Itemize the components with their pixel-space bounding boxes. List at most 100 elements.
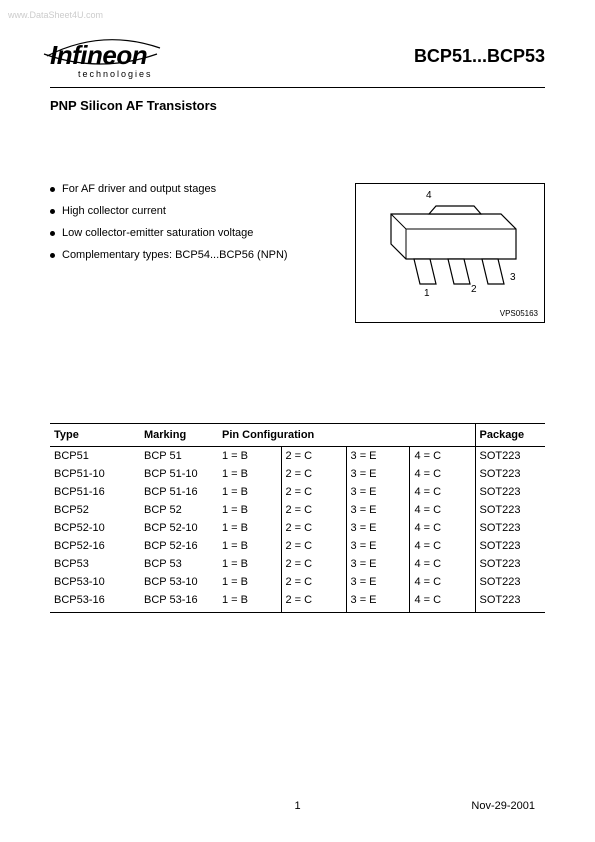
cell-pin2: 2 = C [281, 447, 346, 466]
pin-label-3: 3 [510, 272, 516, 283]
cell-marking: BCP 51 [140, 447, 218, 466]
cell-pin2: 2 = C [281, 519, 346, 537]
cell-pin2: 2 = C [281, 573, 346, 591]
feature-item: Low collector-emitter saturation voltage [50, 227, 288, 239]
table-row: BCP51-10BCP 51-101 = B2 = C3 = E4 = CSOT… [50, 465, 545, 483]
cell-type: BCP52 [50, 501, 140, 519]
cell-type: BCP51-16 [50, 483, 140, 501]
pin-table: Type Marking Pin Configuration Package B… [50, 423, 545, 613]
cell-pin4: 4 = C [410, 465, 475, 483]
table-row: BCP51-16BCP 51-161 = B2 = C3 = E4 = CSOT… [50, 483, 545, 501]
cell-pin1: 1 = B [218, 537, 281, 555]
cell-pin1: 1 = B [218, 483, 281, 501]
cell-package: SOT223 [475, 573, 545, 591]
cell-pin3: 3 = E [346, 501, 410, 519]
package-code: VPS05163 [500, 309, 538, 318]
cell-marking: BCP 52-16 [140, 537, 218, 555]
cell-marking: BCP 53-16 [140, 591, 218, 613]
cell-pin1: 1 = B [218, 519, 281, 537]
footer-date: Nov-29-2001 [471, 800, 535, 812]
pin-label-1: 1 [424, 288, 430, 299]
cell-marking: BCP 51-10 [140, 465, 218, 483]
cell-pin1: 1 = B [218, 447, 281, 466]
features-list: For AF driver and output stages High col… [50, 183, 288, 323]
cell-package: SOT223 [475, 483, 545, 501]
logo: Infineon technologies [50, 40, 153, 79]
table-row: BCP53BCP 531 = B2 = C3 = E4 = CSOT223 [50, 555, 545, 573]
table-row: BCP53-16BCP 53-161 = B2 = C3 = E4 = CSOT… [50, 591, 545, 613]
th-marking: Marking [140, 424, 218, 447]
cell-marking: BCP 52 [140, 501, 218, 519]
table-row: BCP53-10BCP 53-101 = B2 = C3 = E4 = CSOT… [50, 573, 545, 591]
package-drawing: 4 1 2 3 VPS05163 [355, 183, 545, 323]
cell-pin3: 3 = E [346, 537, 410, 555]
cell-package: SOT223 [475, 555, 545, 573]
cell-pin1: 1 = B [218, 465, 281, 483]
cell-marking: BCP 51-16 [140, 483, 218, 501]
cell-pin3: 3 = E [346, 447, 410, 466]
th-pinconfig: Pin Configuration [218, 424, 475, 447]
mid-section: For AF driver and output stages High col… [50, 183, 545, 323]
cell-type: BCP51 [50, 447, 140, 466]
cell-marking: BCP 53 [140, 555, 218, 573]
cell-pin3: 3 = E [346, 483, 410, 501]
header: Infineon technologies BCP51...BCP53 [50, 40, 545, 88]
page-number: 1 [294, 800, 300, 812]
logo-name: Infineon [50, 40, 153, 71]
pin-label-2: 2 [471, 284, 477, 295]
cell-package: SOT223 [475, 447, 545, 466]
cell-pin3: 3 = E [346, 519, 410, 537]
cell-pin2: 2 = C [281, 591, 346, 613]
pin-label-4: 4 [426, 190, 432, 201]
cell-pin2: 2 = C [281, 501, 346, 519]
cell-pin4: 4 = C [410, 591, 475, 613]
cell-pin3: 3 = E [346, 591, 410, 613]
feature-item: High collector current [50, 205, 288, 217]
cell-type: BCP52-16 [50, 537, 140, 555]
cell-type: BCP53-10 [50, 573, 140, 591]
cell-marking: BCP 52-10 [140, 519, 218, 537]
cell-type: BCP52-10 [50, 519, 140, 537]
cell-package: SOT223 [475, 501, 545, 519]
cell-pin3: 3 = E [346, 573, 410, 591]
table-row: BCP51BCP 511 = B2 = C3 = E4 = CSOT223 [50, 447, 545, 466]
cell-pin1: 1 = B [218, 591, 281, 613]
cell-pin4: 4 = C [410, 519, 475, 537]
feature-item: For AF driver and output stages [50, 183, 288, 195]
cell-pin4: 4 = C [410, 555, 475, 573]
table-body: BCP51BCP 511 = B2 = C3 = E4 = CSOT223BCP… [50, 447, 545, 613]
table-row: BCP52-10BCP 52-101 = B2 = C3 = E4 = CSOT… [50, 519, 545, 537]
cell-package: SOT223 [475, 537, 545, 555]
package-icon [356, 184, 546, 324]
cell-type: BCP53 [50, 555, 140, 573]
cell-pin1: 1 = B [218, 573, 281, 591]
logo-swoosh-icon [42, 34, 162, 70]
watermark-text: www.DataSheet4U.com [8, 10, 103, 20]
part-title: BCP51...BCP53 [414, 46, 545, 67]
cell-pin1: 1 = B [218, 555, 281, 573]
cell-pin4: 4 = C [410, 537, 475, 555]
cell-pin2: 2 = C [281, 465, 346, 483]
th-package: Package [475, 424, 545, 447]
cell-pin2: 2 = C [281, 555, 346, 573]
cell-pin4: 4 = C [410, 447, 475, 466]
feature-item: Complementary types: BCP54...BCP56 (NPN) [50, 249, 288, 261]
cell-type: BCP51-10 [50, 465, 140, 483]
footer: 1 Nov-29-2001 [0, 800, 595, 812]
cell-pin4: 4 = C [410, 483, 475, 501]
th-type: Type [50, 424, 140, 447]
cell-pin1: 1 = B [218, 501, 281, 519]
cell-pin4: 4 = C [410, 501, 475, 519]
cell-package: SOT223 [475, 519, 545, 537]
cell-marking: BCP 53-10 [140, 573, 218, 591]
cell-pin3: 3 = E [346, 465, 410, 483]
cell-pin2: 2 = C [281, 483, 346, 501]
cell-type: BCP53-16 [50, 591, 140, 613]
cell-pin3: 3 = E [346, 555, 410, 573]
cell-pin4: 4 = C [410, 573, 475, 591]
cell-pin2: 2 = C [281, 537, 346, 555]
table-row: BCP52BCP 521 = B2 = C3 = E4 = CSOT223 [50, 501, 545, 519]
subtitle: PNP Silicon AF Transistors [50, 98, 545, 113]
cell-package: SOT223 [475, 591, 545, 613]
cell-package: SOT223 [475, 465, 545, 483]
